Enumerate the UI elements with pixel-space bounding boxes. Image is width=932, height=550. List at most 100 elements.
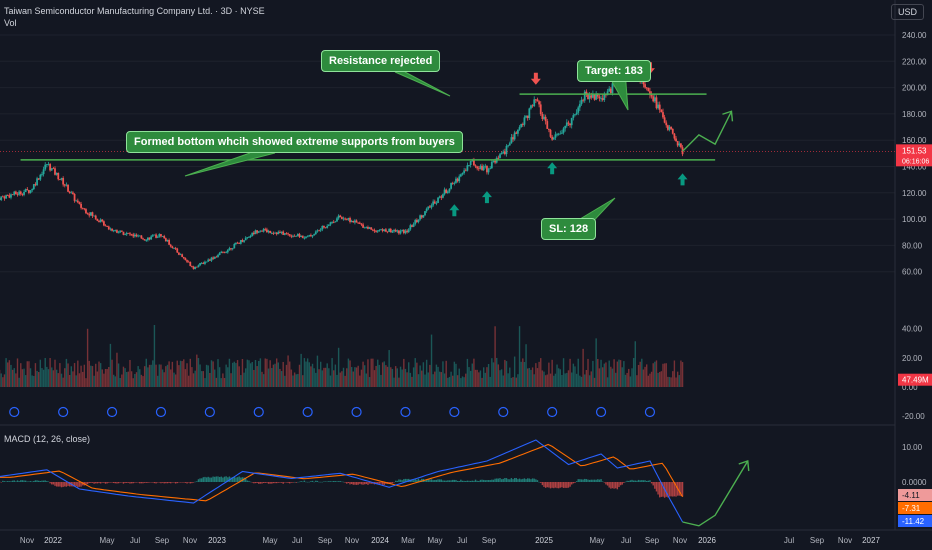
macd-histogram-bar <box>235 477 237 482</box>
volume-bar <box>240 375 242 387</box>
volume-badge <box>898 373 932 386</box>
macd-histogram-bar <box>212 476 214 482</box>
volume-bar <box>313 368 315 387</box>
volume-bar <box>262 374 265 387</box>
candle-body <box>215 256 218 258</box>
candle-body <box>306 236 309 238</box>
volume-bar <box>362 361 364 387</box>
macd-histogram-bar <box>57 482 59 487</box>
volume-bar <box>80 365 82 387</box>
macd-histogram-bar <box>518 478 521 482</box>
volume-bar <box>574 366 576 387</box>
volume-bar <box>644 366 646 387</box>
volume-bar <box>654 361 656 387</box>
volume-bar <box>243 372 245 387</box>
candle-body <box>505 145 508 155</box>
volume-bar <box>55 369 58 387</box>
callout-stoploss[interactable]: SL: 128 <box>541 218 597 240</box>
volume-bar <box>298 364 301 387</box>
candle-body <box>500 152 503 155</box>
candle-body <box>502 151 505 153</box>
volume-bar <box>502 375 504 387</box>
volume-tick-label: 40.00 <box>902 325 923 334</box>
candle-body <box>313 234 316 236</box>
volume-bar <box>562 358 565 387</box>
volume-bar <box>556 364 558 387</box>
volume-bar <box>385 365 387 387</box>
volume-bar <box>601 367 604 387</box>
macd-histogram-bar <box>442 480 444 482</box>
volume-bar <box>287 355 289 387</box>
macd-histogram-bar <box>161 482 164 483</box>
macd-histogram-bar <box>204 476 206 482</box>
macd-histogram-bar <box>574 482 576 483</box>
candle-body <box>217 255 219 257</box>
last-price-value: 151.53 <box>902 146 927 155</box>
callout-bottom[interactable]: Formed bottom whcih showed extreme suppo… <box>126 131 463 153</box>
candle-body <box>575 112 578 115</box>
macd-histogram-bar <box>645 480 648 482</box>
volume-bar <box>344 375 346 387</box>
callout-target[interactable]: Target: 183 <box>577 60 651 82</box>
macd-histogram-bar <box>227 477 229 482</box>
candle-body <box>230 248 232 250</box>
candle-body <box>130 234 133 236</box>
candle-body <box>1 196 4 198</box>
macd-histogram-bar <box>261 482 263 484</box>
macd-histogram-bar <box>639 480 641 482</box>
candle-body <box>213 256 216 259</box>
volume-bar <box>478 372 480 387</box>
buy-signal-arrow <box>481 191 492 204</box>
volume-bar <box>623 361 625 387</box>
macd-histogram-bar <box>341 481 343 483</box>
macd-histogram-bar <box>233 476 235 482</box>
candle-body <box>565 122 568 126</box>
volume-bar <box>422 362 425 387</box>
callout-resistance[interactable]: Resistance rejected <box>321 50 441 72</box>
macd-histogram-bar <box>199 478 201 482</box>
volume-bar <box>214 369 216 387</box>
macd-histogram-bar <box>179 482 182 483</box>
candle-body <box>464 170 467 172</box>
macd-histogram-bar <box>210 477 213 482</box>
candle-body <box>24 189 27 192</box>
macd-histogram-bar <box>256 482 258 483</box>
volume-bar <box>370 358 372 387</box>
macd-histogram-bar <box>601 481 604 482</box>
time-tick-label: Sep <box>482 536 497 545</box>
volume-bar <box>497 364 500 387</box>
candle-body <box>274 232 276 234</box>
candle-body <box>72 192 74 194</box>
volume-bar <box>434 371 436 387</box>
candle-body <box>256 230 259 233</box>
volume-bar <box>292 375 294 387</box>
volume-bar <box>359 375 361 387</box>
candle-body <box>166 240 169 242</box>
volume-bar <box>414 358 416 387</box>
macd-histogram-bar <box>143 482 146 483</box>
volume-bar <box>571 372 573 387</box>
macd-histogram-bar <box>254 482 257 484</box>
macd-histogram-bar <box>246 480 249 482</box>
candle-body <box>75 200 78 202</box>
macd-histogram-bar <box>64 482 66 487</box>
candle-body <box>429 206 431 208</box>
time-tick-label: Sep <box>155 536 170 545</box>
volume-bar <box>458 368 460 387</box>
candle-body <box>507 145 510 147</box>
candle-body <box>176 248 179 253</box>
macd-histogram-bar <box>323 481 325 482</box>
candle-body <box>508 143 511 146</box>
candle-body <box>85 209 87 214</box>
candle-body <box>208 259 211 261</box>
macd-histogram-bar <box>585 479 588 482</box>
candle-body <box>5 195 7 199</box>
volume-bar <box>267 368 270 387</box>
macd-histogram-bar <box>670 482 672 497</box>
candle-body <box>668 126 671 130</box>
volume-bar <box>187 375 190 387</box>
volume-bar <box>411 376 413 387</box>
currency-button[interactable]: USD <box>890 4 924 20</box>
macd-histogram-bar <box>445 480 447 482</box>
